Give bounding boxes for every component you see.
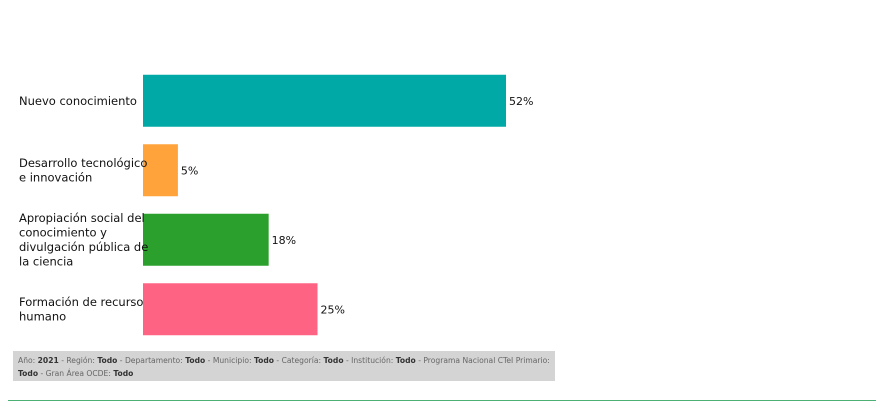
- value-label-1: 52%: [509, 95, 533, 108]
- filter-label: Región:: [66, 356, 98, 365]
- category-label-4: Formación de recurso humano: [19, 295, 143, 324]
- bar-2[interactable]: [143, 144, 178, 197]
- filter-label: Municipio:: [212, 356, 254, 365]
- filter-label: Categoría:: [281, 356, 324, 365]
- filter-value: Todo: [395, 356, 416, 365]
- category-label-3: Apropiación social del conocimiento y divu…: [19, 211, 148, 269]
- bar-4[interactable]: [143, 283, 318, 336]
- filter-value: Todo: [18, 369, 39, 378]
- filter-label: Gran Área OCDE:: [45, 369, 114, 378]
- filter-label: Año:: [18, 356, 38, 365]
- value-label-4: 25%: [321, 303, 345, 316]
- bar-1[interactable]: [143, 74, 506, 127]
- filter-value: Todo: [185, 356, 206, 365]
- bar-chart: 52% Nuevo conocimiento 5% Desarrollo tecnol…: [19, 74, 533, 336]
- value-label-2: 5%: [181, 164, 198, 177]
- value-label-3: 18%: [272, 234, 296, 247]
- filter-value: Todo: [113, 369, 134, 378]
- category-label-1: Nuevo conocimiento: [19, 94, 137, 108]
- filter-label: Institución:: [351, 356, 396, 365]
- bar-3[interactable]: [143, 213, 269, 266]
- filter-value: 2021: [37, 356, 59, 365]
- bottom-divider: [8, 400, 876, 401]
- category-label-2: Desarrollo tecnológico e innovación: [19, 156, 147, 185]
- filter-label: Departamento:: [124, 356, 186, 365]
- filter-summary: Año: 2021 - Región: Todo - Departamento:…: [13, 351, 555, 381]
- filter-value: Todo: [323, 356, 344, 365]
- filter-value: Todo: [97, 356, 118, 365]
- filter-label: Programa Nacional CTeI Primario:: [423, 356, 550, 365]
- filter-value: Todo: [253, 356, 274, 365]
